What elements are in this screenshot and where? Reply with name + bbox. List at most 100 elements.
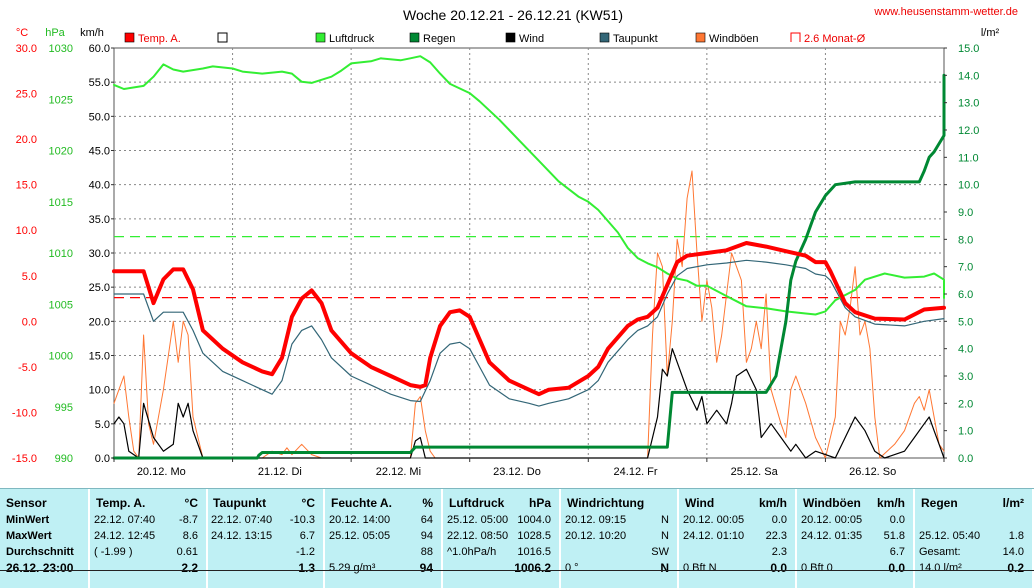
day-label: 26.12. So <box>849 466 896 478</box>
legend-label: Regen <box>423 33 455 45</box>
pressure-tick-label: 990 <box>55 453 73 465</box>
stats-panel: Wind km/h 20.12. 00:05 0.0 24.12. 01:10 22.3 2… <box>679 489 797 588</box>
stats-cell-label: 5.29 g/m³ <box>329 562 376 574</box>
stats-row-labels: Sensor MinWert MaxWert Durchschnitt 26.1… <box>0 489 90 588</box>
stats-panel-title: Taupunkt <box>213 496 267 510</box>
wind-axis-unit: km/h <box>80 27 104 39</box>
stats-panel: Temp. A. °C 22.12. 07:40 -8.7 24.12. 12:45 8.… <box>90 489 208 588</box>
stats-cell-value: 94 <box>419 561 433 575</box>
temp-tick-label: 5.0 <box>22 271 37 283</box>
stats-cell-value: -10.3 <box>289 514 315 526</box>
stats-cell-label: 20.12. 10:20 <box>565 530 627 542</box>
series-group <box>112 55 946 460</box>
day-label: 22.12. Mi <box>376 466 421 478</box>
stats-panel: Regen l/m² 25.12. 05:40 1.8 Gesamt: 14.0 14.0 … <box>915 489 1034 588</box>
temp-tick-label: 15.0 <box>16 180 37 192</box>
pressure-tick-label: 1025 <box>49 94 73 106</box>
legend-swatch <box>409 32 420 43</box>
wind-tick-label: 40.0 <box>89 180 110 192</box>
stats-cell-value: 6.7 <box>299 530 315 542</box>
stats-cell-value: 2.3 <box>771 546 787 558</box>
stats-cell-value: 2.2 <box>181 561 198 575</box>
stats-panel: Taupunkt °C 22.12. 07:40 -10.3 24.12. 13:15 6… <box>207 489 325 588</box>
stats-table: Sensor MinWert MaxWert Durchschnitt 26.1… <box>0 488 1034 588</box>
wind-tick-label: 35.0 <box>89 214 110 226</box>
stats-cell-value: 22.3 <box>765 530 787 542</box>
stats-cell-label: 14.0 l/m² <box>919 562 962 574</box>
stats-cell-value: 64 <box>420 514 433 526</box>
stats-cell-label: 22.12. 07:40 <box>211 514 273 526</box>
legend-swatch <box>695 32 706 43</box>
weather-chart: 30.0 25.0 20.0 15.0 10.0 5.0 0.0 -5.0 -10.0 -15.0… <box>11 6 1018 478</box>
stats-cell-value: 94 <box>420 530 433 542</box>
temp-tick-label: -15.0 <box>12 453 37 465</box>
stats-cell-value: -1.2 <box>296 546 315 558</box>
stats-cell-value: 0.61 <box>176 546 198 558</box>
rain-tick-label: 10.0 <box>958 180 979 192</box>
stats-cell-value: -8.7 <box>179 514 198 526</box>
stats-cell-value: N <box>660 561 669 575</box>
rain-tick-label: 11.0 <box>958 152 979 164</box>
wind-tick-label: 5.0 <box>95 419 110 431</box>
rain-tick-label: 5.0 <box>958 316 973 328</box>
stats-cell-value: 0.2 <box>1007 561 1024 575</box>
stats-panel-title: Feuchte A. <box>331 496 392 510</box>
stats-cell-value: SW <box>651 546 669 558</box>
temp-tick-label: 0.0 <box>22 316 37 328</box>
stats-cell-label: 24.12. 12:45 <box>94 530 156 542</box>
row-label-avg: Durchschnitt <box>6 546 74 558</box>
stats-cell-label: 25.12. 05:05 <box>329 530 391 542</box>
stats-cell-label: 20.12. 09:15 <box>565 514 627 526</box>
temp-tick-label: 10.0 <box>16 225 37 237</box>
website-link[interactable]: www.heusenstamm-wetter.de <box>873 6 1018 18</box>
stats-cell-value: 0.0 <box>770 561 787 575</box>
stats-cell-label: Gesamt: <box>919 546 961 558</box>
stats-cell-value: 1004.0 <box>517 514 551 526</box>
temp-tick-label: 20.0 <box>16 134 37 146</box>
day-label: 20.12. Mo <box>137 466 186 478</box>
temp-tick-label: -10.0 <box>12 407 37 419</box>
rain-tick-label: 2.0 <box>958 398 973 410</box>
rain-tick-label: 7.0 <box>958 262 973 274</box>
stats-panel-unit: % <box>422 496 433 510</box>
rain-tick-label: 0.0 <box>958 453 973 465</box>
pressure-tick-label: 1020 <box>49 146 73 158</box>
stats-panel-unit: °C <box>184 496 198 510</box>
stats-cell-value: 1006.2 <box>514 561 551 575</box>
row-label-min: MinWert <box>6 514 50 526</box>
stats-cell-label: 25.12. 05:00 <box>447 514 509 526</box>
wind-tick-label: 45.0 <box>89 146 110 158</box>
pressure-axis-unit: hPa <box>45 27 65 39</box>
stats-panel-title: Windböen <box>803 496 861 510</box>
legend-swatch <box>599 32 610 43</box>
stats-cell-value: 88 <box>420 546 433 558</box>
temp-tick-label: -5.0 <box>18 362 37 374</box>
wind-tick-label: 55.0 <box>89 77 110 89</box>
rain-tick-label: 1.0 <box>958 426 973 438</box>
legend-swatch <box>217 32 228 43</box>
wind-tick-label: 10.0 <box>89 385 110 397</box>
legend-swatch <box>124 32 135 43</box>
chart-title: Woche 20.12.21 - 26.12.21 (KW51) <box>403 7 623 23</box>
wind-line <box>113 348 945 459</box>
stats-cell-label: 20.12. 14:00 <box>329 514 391 526</box>
legend-label: Temp. A. <box>138 33 181 45</box>
row-label-max: MaxWert <box>6 530 52 542</box>
stats-panel: Windböen km/h 20.12. 00:05 0.0 24.12. 01:35 5… <box>797 489 915 588</box>
pressure-tick-label: 995 <box>55 402 73 414</box>
legend-label: Wind <box>519 33 544 45</box>
day-label: 25.12. Sa <box>731 466 779 478</box>
stats-panel-unit: km/h <box>876 496 905 510</box>
rain-axis-unit: l/m² <box>981 27 1000 39</box>
stats-panel-unit: hPa <box>528 496 551 510</box>
legend-swatch <box>315 32 326 43</box>
legend: Temp. A. Luftdruck Regen Wind Taupunkt Windbö… <box>124 32 866 45</box>
legend-swatch <box>505 32 516 43</box>
wind-tick-label: 60.0 <box>89 43 110 55</box>
rain-tick-label: 4.0 <box>958 344 973 356</box>
wind-tick-label: 30.0 <box>89 248 110 260</box>
stats-panel-unit: l/m² <box>1002 496 1024 510</box>
rain-tick-label: 12.0 <box>958 125 979 137</box>
stats-panel-title: Wind <box>685 496 715 510</box>
stats-cell-label: 22.12. 07:40 <box>94 514 156 526</box>
